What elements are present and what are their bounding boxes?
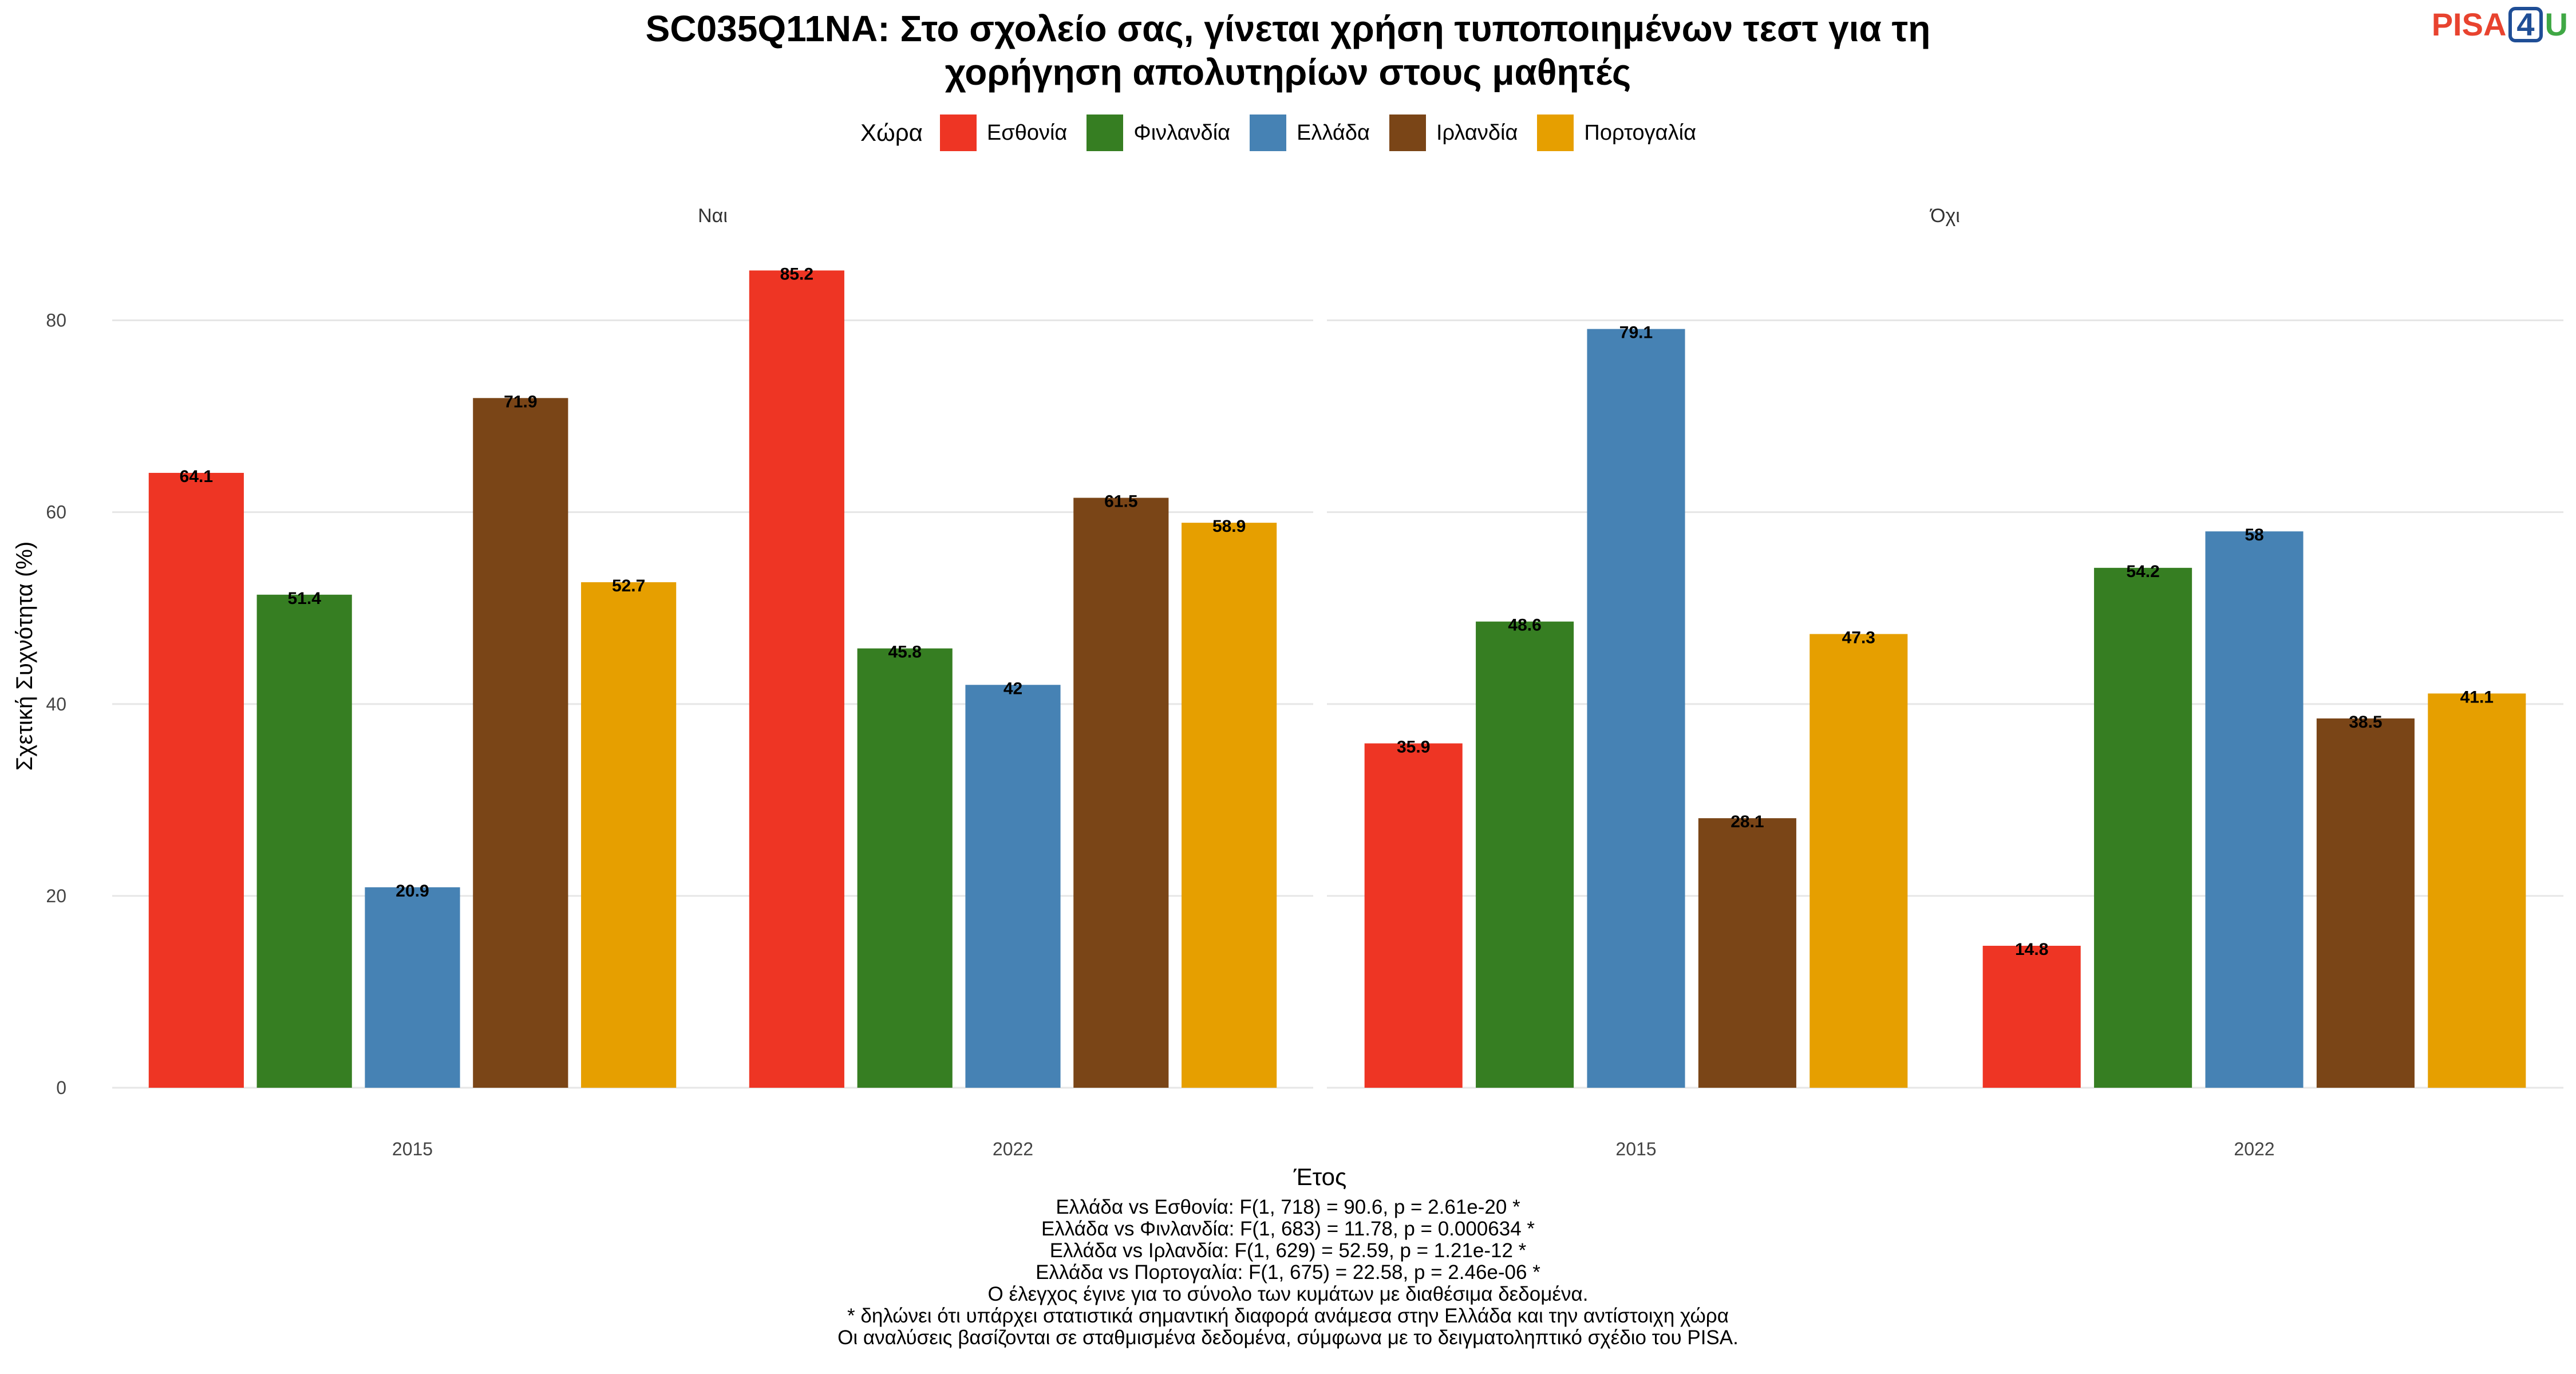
legend-swatch [1389,114,1426,151]
bar [2205,531,2304,1088]
data-label: 64.1 [180,467,213,486]
x-tick-label: 2022 [993,1139,1033,1159]
legend-label: Πορτογαλία [1584,120,1697,145]
bar [965,685,1061,1088]
legend-label: Εσθονία [986,120,1068,145]
caption-line: Ελλάδα vs Φινλανδία: F(1, 683) = 11.78, … [1041,1218,1535,1240]
data-label: 79.1 [1619,323,1653,342]
bar [1698,818,1796,1088]
panel-label: Όχι [1929,205,1960,227]
bar [1182,523,1277,1088]
legend-item: Ελλάδα [1250,114,1370,151]
data-label: 38.5 [2349,713,2382,732]
legend-swatch [939,114,977,151]
chart-title-line: χορήγηση απολυτηρίων στους μαθητές [945,52,1631,93]
legend: Χώρα Εσθονία Φινλανδία Ελλάδα Ιρλανδία Π… [0,114,2576,151]
data-label: 42 [1003,679,1022,698]
data-label: 85.2 [780,264,813,283]
bar [857,648,953,1088]
bar [148,472,244,1088]
pisa4u-logo: PISA 4 U [2432,5,2568,45]
data-label: 20.9 [396,882,429,901]
data-label: 71.9 [504,392,537,411]
bar [2316,718,2415,1088]
bar [1073,498,1169,1088]
bar [365,887,460,1088]
legend-swatch [1537,114,1574,151]
data-label: 35.9 [1397,737,1430,756]
legend-label: Ιρλανδία [1436,120,1518,145]
bar [2094,567,2192,1088]
caption-line: Ελλάδα vs Εσθονία: F(1, 718) = 90.6, p =… [1056,1196,1520,1218]
legend-item: Πορτογαλία [1537,114,1696,151]
legend-title: Χώρα [860,119,923,146]
chart-title: SC035Q11NA: Στο σχολείο σας, γίνεται χρή… [0,7,2576,94]
y-tick-label: 0 [56,1077,66,1098]
x-tick-label: 2015 [392,1139,433,1159]
logo-u-text: U [2545,6,2568,42]
data-label: 51.4 [287,589,321,608]
chart-title-line: SC035Q11NA: Στο σχολείο σας, γίνεται χρή… [645,8,1931,49]
bar [1476,621,1574,1088]
bar [1809,634,1908,1088]
data-label: 47.3 [1842,628,1875,647]
y-tick-label: 60 [46,502,66,523]
caption-line: Οι αναλύσεις βασίζονται σε σταθμισμένα δ… [837,1326,1739,1349]
logo-pisa-text: PISA [2431,6,2507,42]
y-tick-label: 40 [46,694,66,714]
caption-line: Ελλάδα vs Ιρλανδία: F(1, 629) = 52.59, p… [1049,1239,1527,1262]
data-label: 54.2 [2126,562,2159,581]
caption-line: Ο έλεγχος έγινε για το σύνολο των κυμάτω… [987,1283,1589,1305]
logo-four-text: 4 [2508,7,2543,42]
data-label: 61.5 [1104,492,1137,511]
legend-item: Εσθονία [939,114,1068,151]
bar [2428,693,2526,1088]
legend-item: Ιρλανδία [1389,114,1518,151]
data-label: 28.1 [1730,812,1764,831]
data-label: 58.9 [1212,517,1246,536]
caption-line: Ελλάδα vs Πορτογαλία: F(1, 675) = 22.58,… [1036,1261,1540,1284]
panel-label: Ναι [698,205,728,227]
bar [1364,743,1463,1088]
bar [1587,329,1685,1088]
data-label: 52.7 [612,577,645,595]
bar [256,594,352,1088]
chart-caption: Ελλάδα vs Εσθονία: F(1, 718) = 90.6, p =… [0,1197,2576,1349]
y-tick-label: 20 [46,886,66,906]
legend-swatch [1086,114,1124,151]
bar [581,582,677,1088]
legend-item: Φινλανδία [1086,114,1230,151]
y-tick-label: 80 [46,310,66,331]
x-axis-title: Έτος [1293,1163,1347,1190]
data-label: 14.8 [2015,940,2048,959]
caption-line: * δηλώνει ότι υπάρχει στατιστικά σημαντι… [847,1305,1729,1327]
legend-label: Φινλανδία [1133,120,1231,145]
data-label: 58 [2245,526,2263,544]
bar [749,270,844,1088]
bar [473,398,568,1088]
data-label: 41.1 [2460,688,2494,706]
data-label: 48.6 [1508,616,1541,635]
legend-swatch [1250,114,1287,151]
bar [1982,946,2081,1088]
x-tick-label: 2022 [2234,1139,2274,1159]
x-tick-label: 2015 [1615,1139,1656,1159]
y-axis-title: Σχετική Συχνότητα (%) [12,542,37,771]
data-label: 45.8 [888,643,921,662]
legend-label: Ελλάδα [1297,120,1370,145]
